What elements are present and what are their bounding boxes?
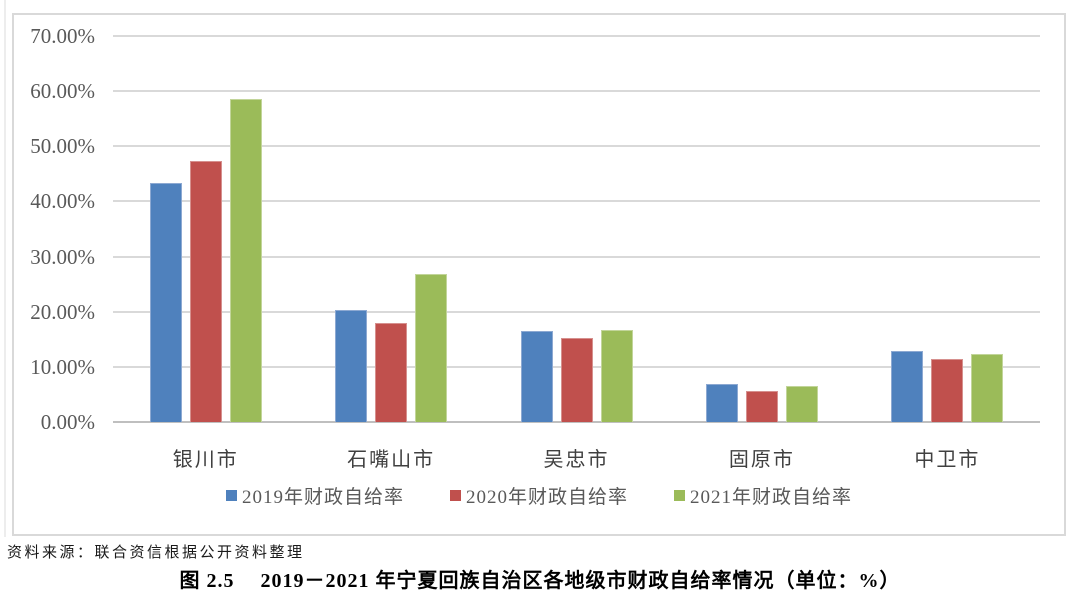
y-axis-tick-label: 0.00% — [40, 410, 95, 434]
gridline — [113, 145, 1040, 148]
legend-swatch-icon — [449, 490, 461, 501]
y-axis-tick-label: 50.00% — [30, 134, 95, 159]
figure-caption-label: 图 2.5 — [179, 570, 235, 592]
legend-item: 2019年财政自给率 — [225, 482, 404, 509]
bar — [931, 358, 964, 422]
bar — [745, 390, 778, 422]
y-axis-tick-label: 70.00% — [30, 24, 95, 48]
legend-item: 2021年财政自给率 — [674, 482, 852, 509]
bar — [335, 309, 368, 422]
legend-item: 2020年财政自给率 — [449, 482, 628, 509]
y-axis-tick-label: 20.00% — [30, 299, 95, 324]
figure-caption: 图 2.5 2019－2021 年宁夏回族自治区各地级市财政自给率情况（单位：%） — [0, 564, 1080, 593]
bar — [785, 386, 818, 422]
bar — [229, 98, 262, 422]
legend-label: 2019年财政自给率 — [241, 487, 404, 508]
bar — [149, 183, 182, 422]
plot-area: 0.00% 10.00% 20.00% 30.00% 40.00% 50.00% 60.00… — [30, 24, 1040, 434]
bar — [600, 330, 633, 422]
figure-caption-text: 2019－2021 年宁夏回族自治区各地级市财政自给率情况（单位：%） — [260, 570, 901, 592]
x-axis-category-label: 石嘴山市 — [347, 449, 436, 471]
bar — [520, 331, 553, 422]
x-axis-line — [113, 421, 1040, 423]
bar — [375, 322, 408, 422]
x-axis-category-label: 吴忠市 — [543, 449, 610, 471]
bar — [189, 161, 222, 422]
chart-frame: 0.00% 10.00% 20.00% 30.00% 40.00% 50.00% 60.00… — [12, 13, 1066, 536]
x-axis-category-label: 固原市 — [728, 449, 795, 471]
gridline — [113, 35, 1040, 37]
y-axis-tick-label: 10.00% — [30, 354, 95, 379]
y-axis-tick-label: 60.00% — [30, 79, 95, 104]
gridline — [113, 90, 1040, 93]
chart-legend: 2019年财政自给率 2020年财政自给率 2021年财政自给率 — [14, 482, 1064, 509]
legend-swatch-icon — [674, 490, 685, 501]
x-axis-labels: 银川市 石嘴山市 吴忠市 固原市 中卫市 — [113, 443, 1040, 472]
legend-label: 2021年财政自给率 — [690, 487, 853, 508]
gridline — [113, 310, 1040, 313]
page-edge-rule — [4, 0, 6, 537]
x-axis-category-label: 银川市 — [172, 449, 239, 471]
bar — [891, 351, 924, 422]
source-note: 资料来源：联合资信根据公开资料整理 — [7, 545, 305, 561]
gridline — [113, 200, 1040, 203]
bar — [415, 273, 448, 422]
legend-swatch-icon — [225, 490, 237, 501]
gridline — [113, 255, 1040, 258]
x-axis-category-label: 中卫市 — [914, 449, 981, 471]
bar — [705, 383, 738, 422]
legend-label: 2020年财政自给率 — [465, 487, 628, 508]
bar — [971, 353, 1004, 422]
bar — [560, 337, 593, 422]
y-axis-tick-label: 30.00% — [30, 244, 95, 269]
y-axis-tick-label: 40.00% — [30, 189, 95, 214]
